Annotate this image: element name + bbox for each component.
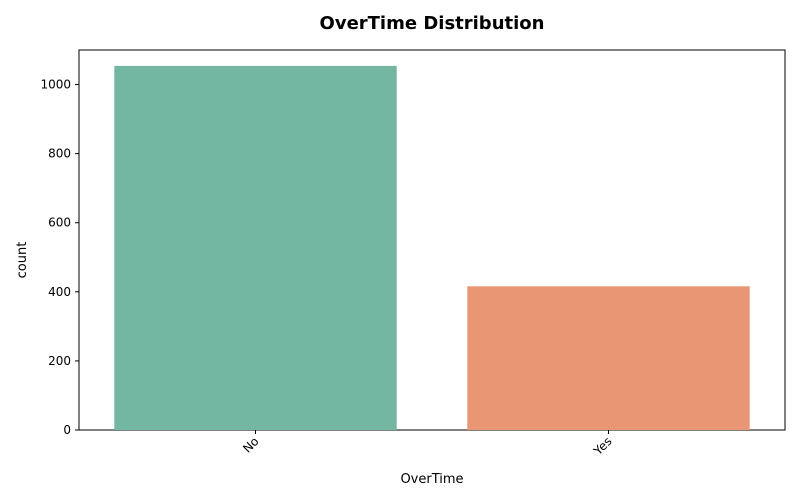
y-axis-ticks: 0 200 400 600 800 1000 [40,78,79,437]
y-tick-label: 1000 [40,78,71,92]
y-axis-label: count [15,242,30,279]
bar-no [114,65,397,431]
plot-area [78,49,786,431]
x-axis-ticks: No Yes [240,430,615,459]
chart-title: OverTime Distribution [320,13,545,34]
y-tick-label: 200 [48,354,71,368]
y-tick-label: 800 [48,147,71,161]
x-tick-label: No [240,434,261,455]
x-axis-label: OverTime [400,472,463,487]
y-tick-label: 600 [48,216,71,230]
bars-group [114,65,750,431]
y-tick-label: 400 [48,285,71,299]
y-tick-label: 0 [63,423,71,437]
bar-yes [467,286,750,430]
x-tick-label: Yes [590,434,614,458]
plot-frame [78,49,786,431]
